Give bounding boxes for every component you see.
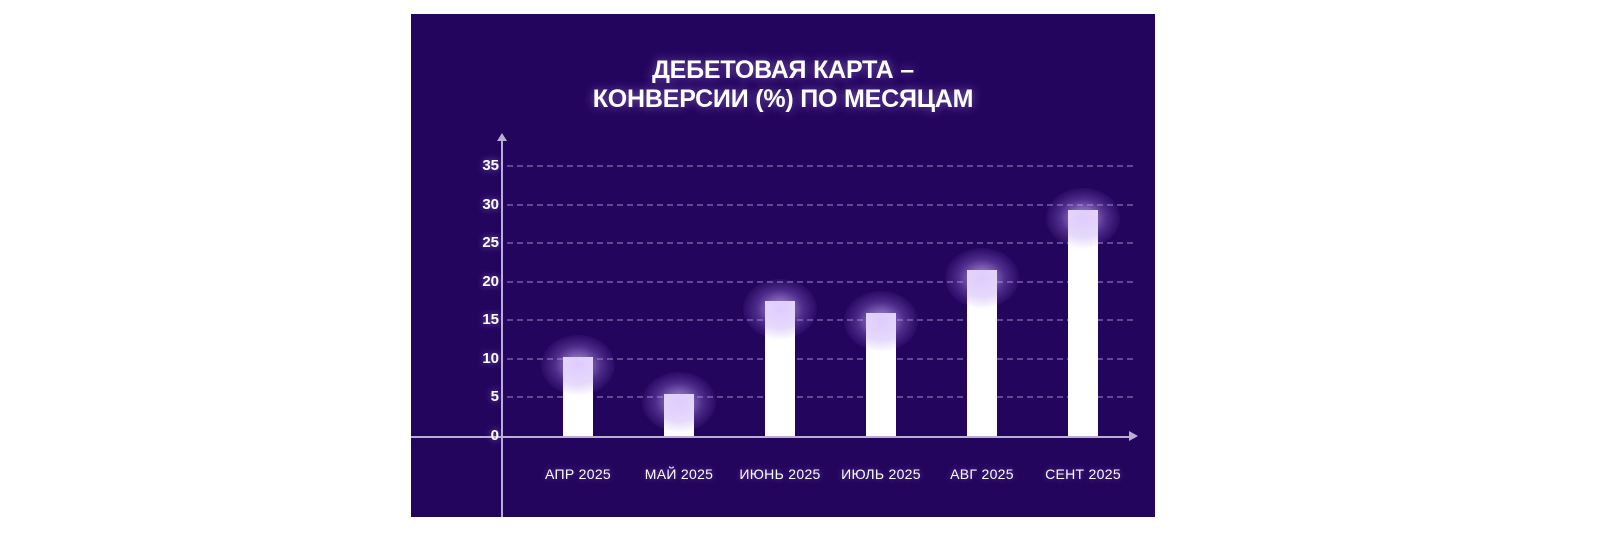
x-axis-tick-label: АВГ 2025 bbox=[950, 466, 1014, 482]
bar-glow bbox=[743, 279, 817, 340]
bar-glow bbox=[844, 291, 918, 352]
bar-glow bbox=[1046, 187, 1120, 248]
y-axis-tick-label: 15 bbox=[482, 311, 499, 329]
bar-glow bbox=[945, 248, 1019, 309]
gridline bbox=[507, 396, 1133, 399]
gridline bbox=[507, 319, 1133, 322]
x-axis-arrow-icon bbox=[1129, 431, 1138, 441]
y-axis-tick-label: 20 bbox=[482, 272, 499, 290]
y-axis-tick-label: 25 bbox=[482, 234, 499, 252]
x-axis-tick-label: МАЙ 2025 bbox=[644, 466, 714, 482]
x-axis-tick-label: АПР 2025 bbox=[544, 466, 611, 482]
bar bbox=[1046, 187, 1120, 436]
bar bbox=[743, 279, 817, 436]
bar bbox=[945, 248, 1019, 436]
bar-glow bbox=[642, 371, 716, 432]
y-axis-tick-label: 5 bbox=[490, 388, 499, 406]
gridline bbox=[507, 242, 1133, 245]
plot-area: 35 30 25 20 15 10 5 0 АПР 2025 МАЙ 2025 ИЮНЬ 2025… bbox=[411, 14, 1155, 517]
x-axis-line bbox=[411, 436, 1135, 438]
bar bbox=[642, 371, 716, 436]
bar-glow bbox=[541, 335, 615, 396]
gridline bbox=[507, 165, 1133, 167]
bar bbox=[541, 335, 615, 436]
y-axis-tick-label: 10 bbox=[482, 349, 499, 367]
y-axis-tick-label: 0 bbox=[490, 427, 499, 444]
chart-title: ДЕБЕТОВАЯ КАРТА – КОНВЕРСИИ (%) ПО МЕСЯЦ… bbox=[592, 56, 974, 113]
chart-panel: ДЕБЕТОВАЯ КАРТА – КОНВЕРСИИ (%) ПО МЕСЯЦ… bbox=[411, 14, 1155, 517]
bar bbox=[844, 291, 918, 436]
y-axis-tick-label: 35 bbox=[482, 157, 499, 174]
x-axis-tick-label: СЕНТ 2025 bbox=[1045, 466, 1121, 482]
gridline bbox=[507, 280, 1133, 283]
gridline bbox=[507, 357, 1133, 360]
gridline bbox=[507, 203, 1133, 206]
x-axis-tick-label: ИЮНЬ 2025 bbox=[739, 466, 821, 482]
x-axis-tick-label: ИЮЛЬ 2025 bbox=[841, 466, 921, 482]
y-axis-arrow-icon bbox=[497, 133, 507, 141]
y-axis-tick-label: 30 bbox=[482, 195, 499, 213]
y-axis-line bbox=[501, 140, 503, 517]
